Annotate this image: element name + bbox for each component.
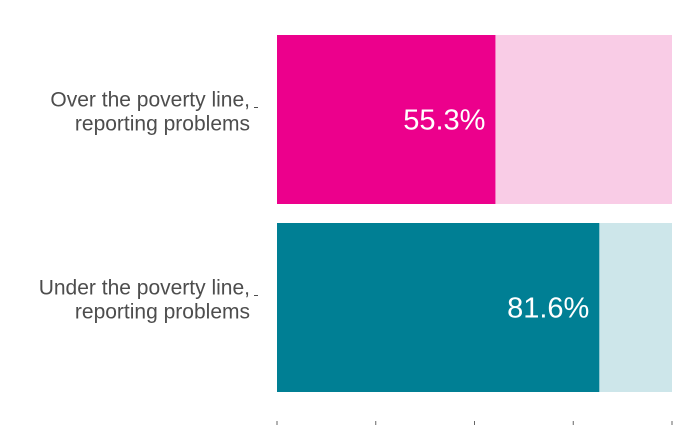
- bar-value-label-0: 55.3%: [403, 105, 485, 137]
- bar-remainder-0: [495, 35, 672, 204]
- category-label-1-line-1: reporting problems: [75, 301, 250, 324]
- bar-value-1: [277, 223, 600, 392]
- category-label-1-line-0: Under the poverty line,: [39, 277, 250, 300]
- bar-value-label-1: 81.6%: [507, 293, 589, 325]
- bar-value-0: [277, 35, 496, 204]
- bar-remainder-1: [599, 223, 672, 392]
- category-label-0-line-1: reporting problems: [75, 113, 250, 136]
- category-label-0-line-0: Over the poverty line,: [50, 89, 250, 112]
